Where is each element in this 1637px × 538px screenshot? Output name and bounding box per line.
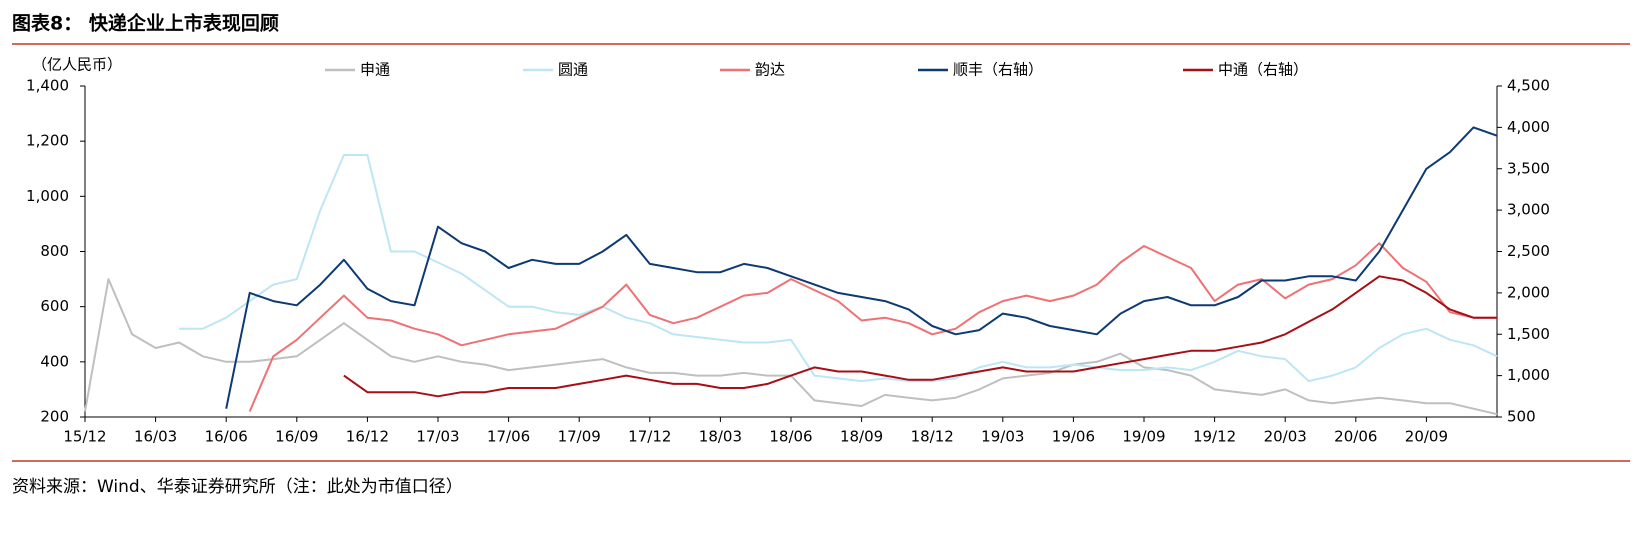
x-tick-label: 18/03 — [699, 428, 742, 446]
source-note: 资料来源：Wind、华泰证券研究所（注：此处为市值口径） — [12, 477, 463, 497]
y2-tick-label: 2,500 — [1507, 242, 1550, 260]
x-tick-label: 20/06 — [1334, 428, 1377, 446]
y-tick-label: 1,400 — [26, 77, 69, 95]
y2-tick-label: 1,000 — [1507, 366, 1550, 384]
x-tick-label: 20/09 — [1405, 428, 1448, 446]
y-tick-label: 400 — [40, 352, 69, 370]
y2-tick-label: 4,000 — [1507, 118, 1550, 136]
x-tick-label: 19/06 — [1052, 428, 1095, 446]
x-tick-label: 16/06 — [205, 428, 248, 446]
y2-tick-label: 3,000 — [1507, 201, 1550, 219]
y-tick-label: 200 — [40, 408, 69, 426]
x-tick-label: 19/09 — [1122, 428, 1165, 446]
x-tick-label: 18/09 — [840, 428, 883, 446]
x-tick-label: 18/06 — [769, 428, 812, 446]
y2-tick-label: 500 — [1507, 408, 1536, 426]
x-tick-label: 19/03 — [981, 428, 1024, 446]
x-tick-label: 20/03 — [1264, 428, 1307, 446]
legend-label: 中通（右轴） — [1218, 61, 1308, 79]
y2-tick-label: 1,500 — [1507, 325, 1550, 343]
y-tick-label: 1,000 — [26, 187, 69, 205]
y2-tick-label: 2,000 — [1507, 283, 1550, 301]
y2-tick-label: 3,500 — [1507, 159, 1550, 177]
x-tick-label: 18/12 — [911, 428, 954, 446]
series-line — [343, 275, 1497, 398]
x-tick-label: 16/09 — [275, 428, 318, 446]
x-tick-label: 15/12 — [63, 428, 106, 446]
y2-tick-label: 4,500 — [1507, 77, 1550, 95]
x-tick-label: 16/03 — [134, 428, 177, 446]
series-line — [225, 126, 1498, 409]
x-tick-label: 19/12 — [1193, 428, 1236, 446]
series-line — [248, 242, 1497, 412]
x-tick-label: 17/12 — [628, 428, 671, 446]
x-tick-label: 17/09 — [558, 428, 601, 446]
y-axis-label: （亿人民币） — [32, 56, 122, 74]
legend-label: 圆通 — [558, 61, 588, 79]
x-tick-label: 17/03 — [416, 428, 459, 446]
legend-label: 顺丰（右轴） — [953, 61, 1043, 79]
chart-title: 图表8： 快递企业上市表现回顾 — [12, 12, 279, 35]
x-tick-label: 16/12 — [346, 428, 389, 446]
y-tick-label: 600 — [40, 297, 69, 315]
y-tick-label: 800 — [40, 242, 69, 260]
y-tick-label: 1,200 — [26, 132, 69, 150]
x-tick-label: 17/06 — [487, 428, 530, 446]
legend-label: 韵达 — [755, 61, 785, 79]
legend-label: 申通 — [360, 61, 390, 79]
series-line — [179, 154, 1498, 383]
